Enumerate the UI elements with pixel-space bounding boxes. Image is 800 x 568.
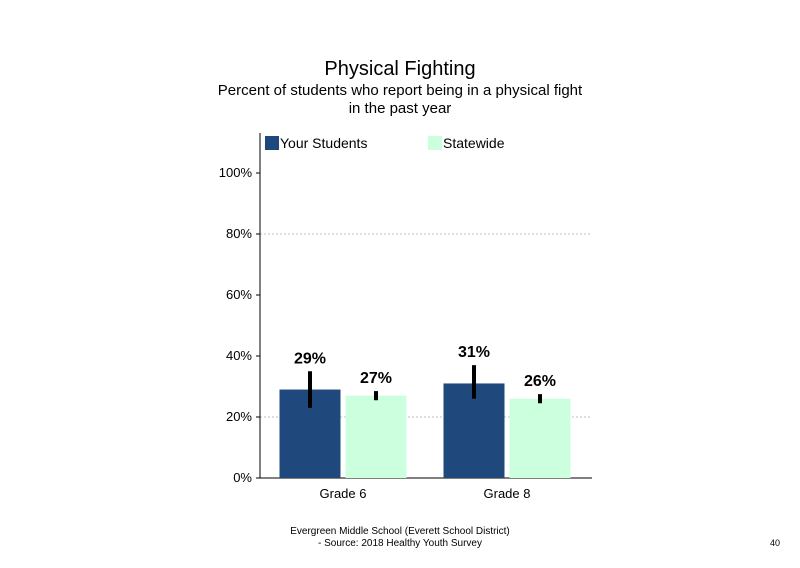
page-number: 40 bbox=[769, 538, 780, 548]
footer-school: Evergreen Middle School (Everett School … bbox=[290, 526, 510, 537]
legend-swatch-statewide bbox=[428, 136, 442, 150]
footer-source: Evergreen Middle School (Everett School … bbox=[240, 526, 560, 550]
bar-your-students-grade-8 bbox=[443, 383, 505, 478]
legend-label: Statewide bbox=[443, 135, 505, 151]
y-tick-label: 80% bbox=[226, 226, 252, 241]
y-tick-label: 60% bbox=[226, 287, 252, 302]
y-tick-label: 40% bbox=[226, 348, 252, 363]
bar-statewide-grade-8 bbox=[509, 398, 571, 478]
x-category-label: Grade 6 bbox=[320, 486, 367, 501]
x-category-label: Grade 8 bbox=[484, 486, 531, 501]
y-tick-label: 20% bbox=[226, 409, 252, 424]
bar-statewide-grade-6 bbox=[345, 395, 407, 478]
legend-label: Your Students bbox=[280, 135, 367, 151]
chart-title: Physical Fighting bbox=[324, 58, 476, 80]
data-label: 27% bbox=[360, 370, 392, 387]
data-label: 29% bbox=[294, 350, 326, 367]
chart-subtitle: Percent of students who report being in … bbox=[190, 82, 610, 118]
footer-survey-source: - Source: 2018 Healthy Youth Survey bbox=[318, 538, 482, 549]
subtitle-line-1: Percent of students who report being in … bbox=[217, 82, 583, 99]
data-label: 31% bbox=[458, 344, 490, 361]
subtitle-line-2: in the past year bbox=[348, 100, 452, 117]
y-tick-label: 0% bbox=[233, 470, 252, 485]
data-label: 26% bbox=[524, 373, 556, 390]
y-tick-label: 100% bbox=[219, 165, 253, 180]
legend-swatch-your-students bbox=[265, 136, 279, 150]
